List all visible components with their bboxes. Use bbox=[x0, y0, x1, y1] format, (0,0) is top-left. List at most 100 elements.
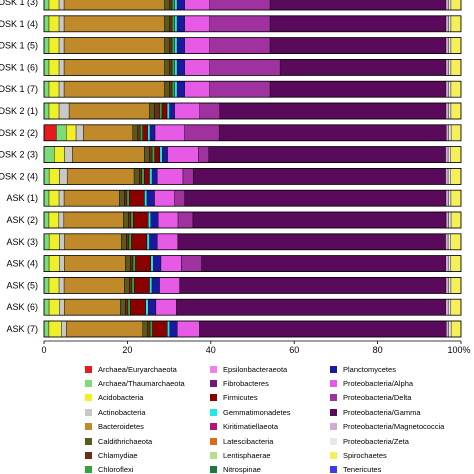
bar-row bbox=[43, 189, 462, 207]
bar-segment bbox=[128, 233, 132, 251]
bar-segment bbox=[43, 15, 50, 33]
bar-segment bbox=[149, 168, 153, 185]
bar-segment bbox=[176, 59, 185, 76]
bar-segment bbox=[83, 124, 134, 142]
row-label: ASK (6) bbox=[6, 302, 38, 312]
bar-segment bbox=[450, 15, 462, 33]
bar-segment bbox=[149, 233, 158, 251]
bar-segment bbox=[174, 0, 178, 11]
bar-segment bbox=[209, 80, 271, 98]
bar-segment bbox=[134, 277, 150, 294]
legend-item: Bacteroidetes bbox=[85, 420, 144, 434]
x-tick-label: 0 bbox=[41, 345, 46, 355]
bar-segment bbox=[43, 277, 50, 294]
bar-segment bbox=[445, 277, 449, 294]
legend-swatch bbox=[85, 365, 92, 373]
bar-segment bbox=[184, 189, 447, 207]
bar-segment bbox=[450, 277, 462, 294]
bar-segment bbox=[159, 102, 163, 120]
legend-item: Gemmatimonadetes bbox=[210, 405, 291, 419]
bar-segment bbox=[199, 320, 447, 338]
legend-item: Chlamydiae bbox=[85, 448, 138, 462]
bar-segment bbox=[58, 189, 65, 207]
bar-segment bbox=[119, 189, 125, 207]
bar-row bbox=[43, 167, 462, 185]
legend-item: Caldithrichaeota bbox=[85, 434, 152, 448]
bar-segment bbox=[63, 15, 165, 33]
bar-segment bbox=[445, 0, 449, 11]
bar-segment bbox=[269, 0, 447, 11]
bar-outline bbox=[43, 255, 462, 273]
legend-item: Chloroflexi bbox=[85, 463, 133, 474]
bar-segment bbox=[54, 146, 65, 163]
legend-item: Latescibacteria bbox=[210, 434, 273, 448]
bar-segment bbox=[48, 189, 60, 207]
bar-segment bbox=[171, 37, 175, 54]
bar-segment bbox=[63, 37, 165, 54]
bar-segment bbox=[59, 233, 65, 251]
legend-label: Planctomycetes bbox=[343, 364, 396, 374]
bar-segment bbox=[48, 255, 60, 272]
bar-segment bbox=[171, 15, 175, 33]
bar-segment bbox=[448, 0, 452, 11]
legend-label: Proteobacteria/Alpha bbox=[343, 378, 414, 388]
bar-segment bbox=[147, 124, 151, 142]
bar-segment bbox=[169, 320, 178, 338]
bar-outline bbox=[43, 0, 462, 11]
bar-segment bbox=[164, 0, 170, 11]
bar-segment bbox=[48, 102, 60, 120]
bar-segment bbox=[184, 80, 210, 98]
bar-segment bbox=[63, 0, 165, 11]
bars-group bbox=[43, 0, 462, 338]
bar-segment bbox=[43, 189, 50, 207]
bar-segment bbox=[198, 146, 209, 163]
bar-segment bbox=[447, 168, 451, 185]
bar-segment bbox=[157, 233, 179, 251]
bar-segment bbox=[201, 255, 446, 272]
bar-segment bbox=[446, 320, 449, 338]
bar-segment bbox=[445, 59, 449, 76]
bar-segment bbox=[157, 211, 179, 229]
row-label: DSK 1 (4) bbox=[0, 19, 38, 29]
bar-segment bbox=[130, 211, 134, 229]
legend-swatch bbox=[330, 379, 337, 387]
legend-item: Kiritimatiellaeota bbox=[210, 420, 278, 434]
bar-segment bbox=[445, 255, 449, 272]
legend-label: Spirochaetes bbox=[343, 450, 387, 460]
bar-segment bbox=[450, 59, 462, 76]
bar-segment bbox=[126, 233, 130, 251]
legend-swatch bbox=[330, 408, 337, 416]
legend-swatch bbox=[330, 437, 337, 445]
row-label: DSK 1 (7) bbox=[0, 84, 38, 94]
bar-segment bbox=[176, 80, 185, 98]
bar-segment bbox=[125, 255, 131, 272]
bar-segment bbox=[149, 102, 155, 120]
bar-segment bbox=[154, 124, 185, 142]
bar-segment bbox=[157, 168, 184, 185]
bar-segment bbox=[448, 37, 452, 54]
bar-segment bbox=[445, 168, 449, 185]
bar-segment bbox=[58, 0, 65, 11]
row-label: DSK 2 (1) bbox=[0, 106, 38, 116]
bar-segment bbox=[43, 168, 50, 185]
bar-segment bbox=[139, 168, 143, 185]
bar-segment bbox=[448, 102, 452, 120]
row-label: DSK 1 (6) bbox=[0, 62, 38, 72]
bar-segment bbox=[66, 168, 135, 185]
bar-segment bbox=[450, 255, 462, 272]
legend-swatch bbox=[210, 365, 217, 373]
bar-segment bbox=[43, 255, 50, 272]
bar-outline bbox=[43, 124, 462, 142]
bar-segment bbox=[269, 37, 447, 54]
bar-segment bbox=[169, 59, 173, 76]
bar-segment bbox=[154, 146, 161, 163]
x-tick-label: 80 bbox=[373, 345, 383, 355]
x-tick-label: 40 bbox=[206, 345, 216, 355]
legend-swatch bbox=[330, 394, 337, 402]
bar-segment bbox=[64, 233, 122, 251]
bar-row bbox=[43, 15, 462, 33]
legend-label: Nitrospinae bbox=[223, 465, 261, 474]
bar-outline bbox=[43, 233, 462, 251]
bar-segment bbox=[149, 277, 153, 294]
bar-row bbox=[43, 59, 462, 76]
